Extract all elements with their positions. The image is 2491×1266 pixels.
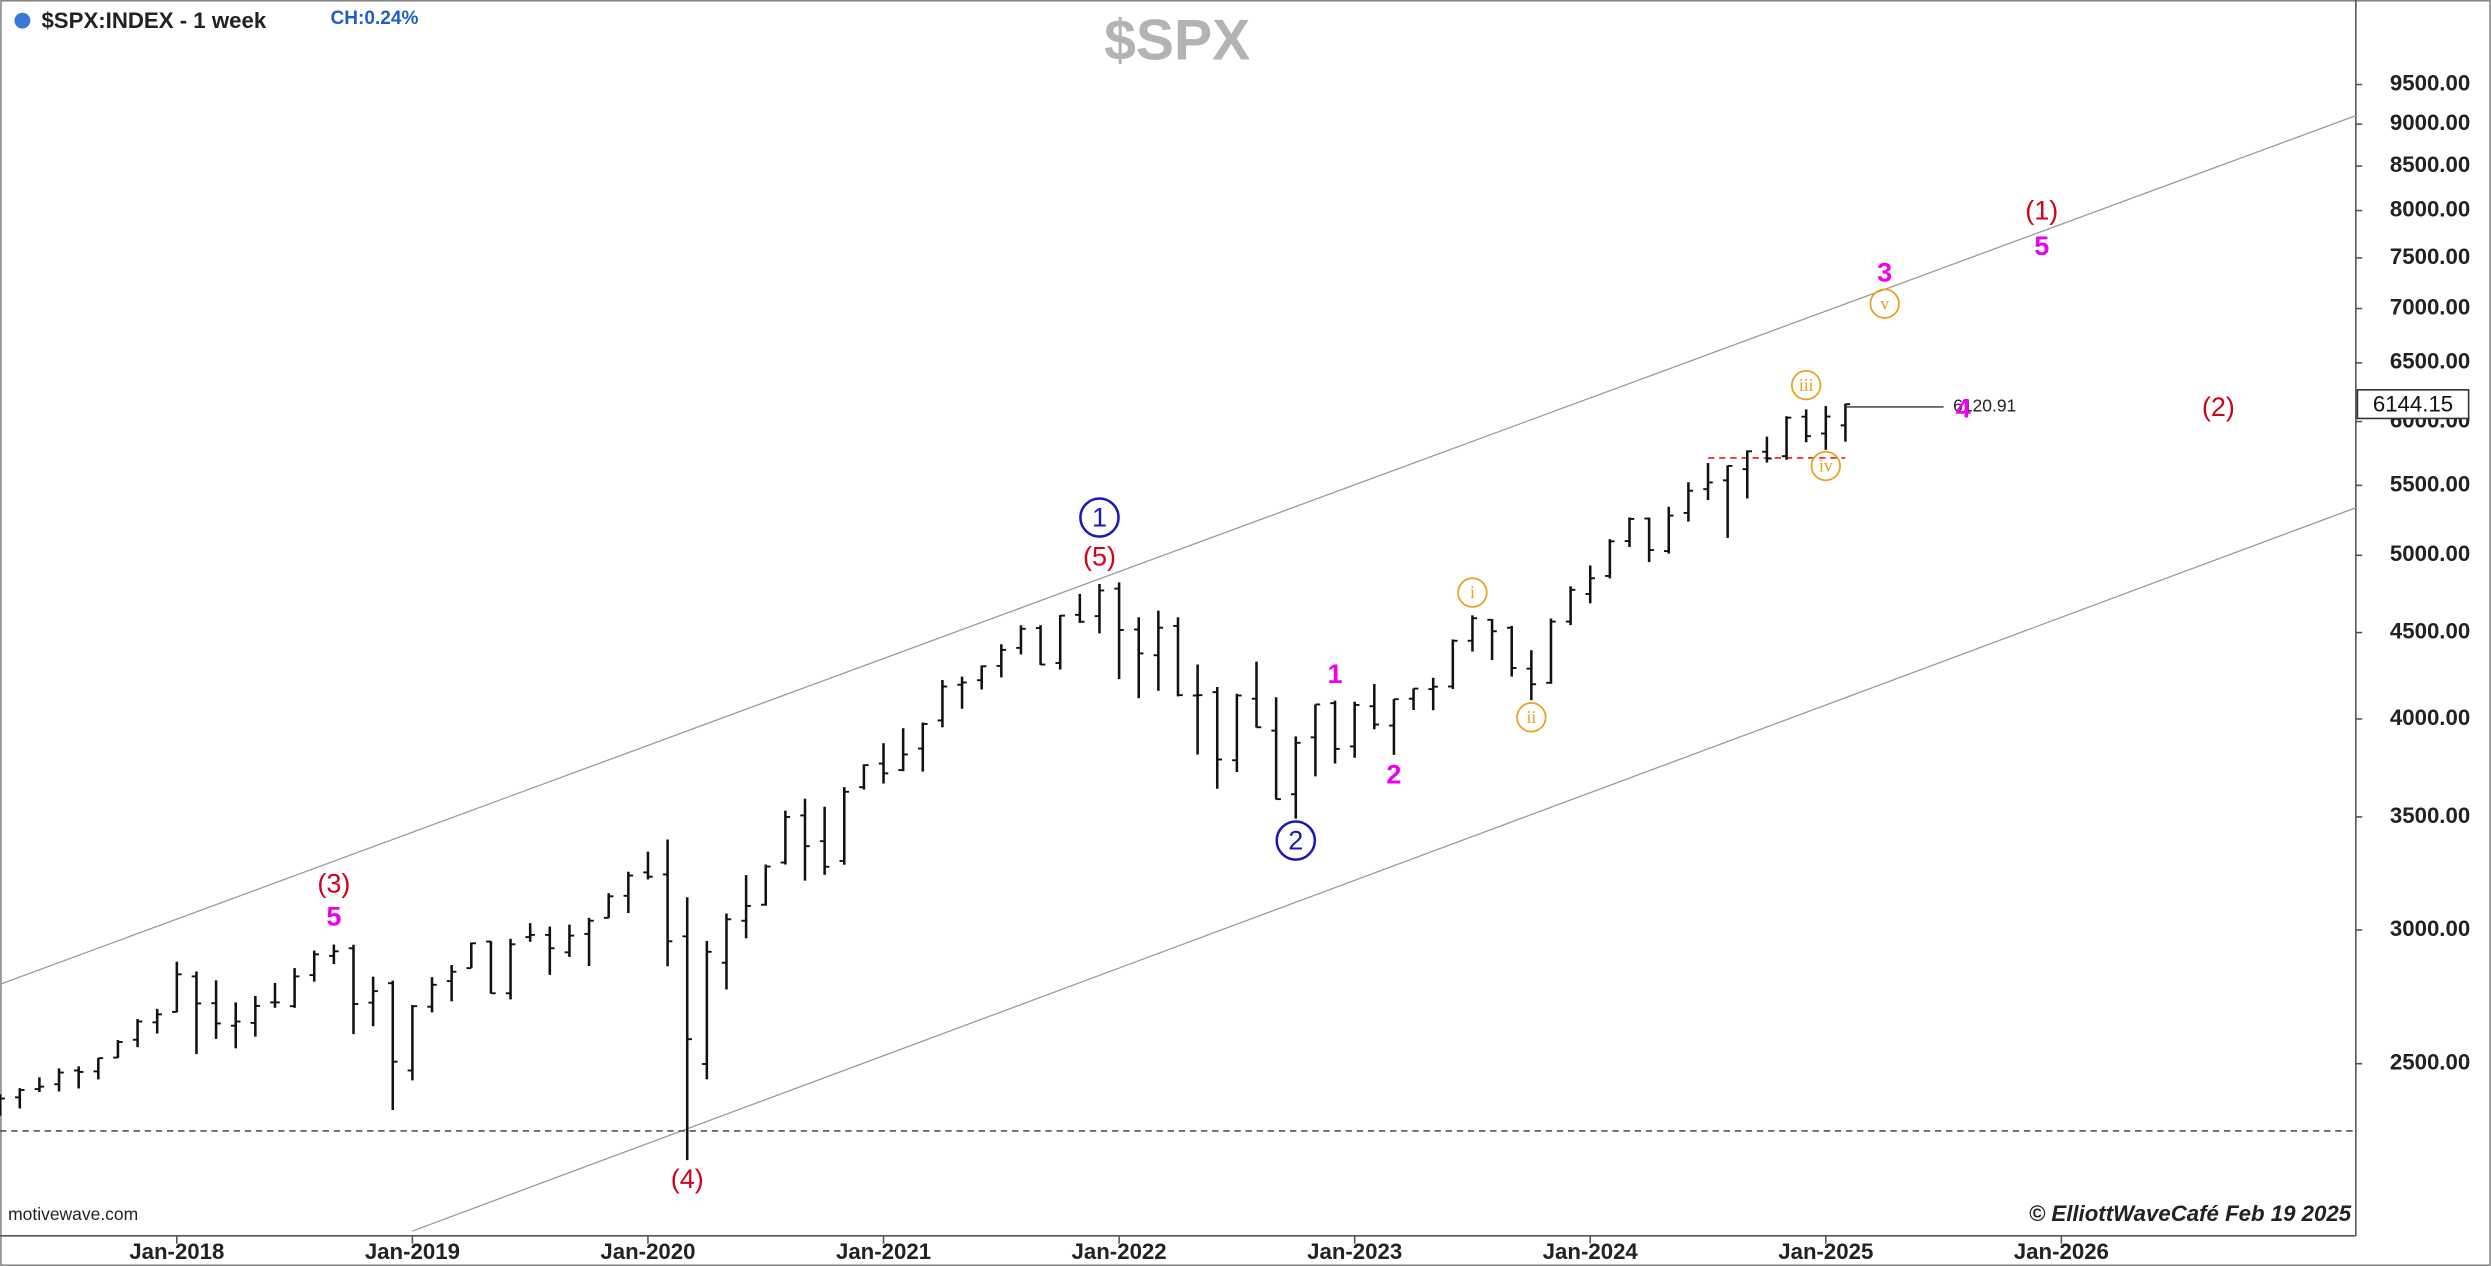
wave-circle xyxy=(1079,497,1120,538)
x-tick-label: Jan-2021 xyxy=(836,1239,931,1264)
source: motivewave.com xyxy=(8,1204,138,1224)
wave-label: ii xyxy=(1526,707,1536,727)
y-tick-label: 3500.00 xyxy=(2390,803,2470,828)
wave-label: 5 xyxy=(2034,231,2049,261)
wave-label: v xyxy=(1880,293,1889,313)
x-tick-label: Jan-2018 xyxy=(129,1239,224,1264)
y-tick-label: 8500.00 xyxy=(2390,152,2470,177)
wave-circle xyxy=(1810,450,1841,482)
wave-circle xyxy=(1791,370,1822,401)
wave-label: 5 xyxy=(326,902,341,932)
y-tick-label: 6500.00 xyxy=(2390,349,2470,374)
wave-label: (3) xyxy=(317,868,350,898)
wave-label: 3 xyxy=(1877,257,1892,287)
channel-line xyxy=(412,507,2357,1232)
wave-label: i xyxy=(1470,582,1475,602)
x-tick-label: Jan-2019 xyxy=(365,1239,460,1264)
y-tick-label: 8000.00 xyxy=(2390,196,2470,221)
wave-label: 1 xyxy=(1328,659,1343,689)
wave-circle xyxy=(1516,702,1547,733)
channel-line xyxy=(0,115,2357,985)
y-tick-label: 7500.00 xyxy=(2390,244,2470,269)
wave-label: 2 xyxy=(1386,759,1401,789)
x-tick-label: Jan-2020 xyxy=(600,1239,695,1264)
wave-label: 2 xyxy=(1288,825,1303,855)
wave-label: (2) xyxy=(2202,392,2235,422)
wave-label: iii xyxy=(1799,375,1814,395)
wave-label: (1) xyxy=(2025,195,2058,225)
credit: © ElliottWaveCafé Feb 19 2025 xyxy=(2029,1201,2352,1226)
change-label: CH:0.24% xyxy=(331,8,419,29)
last-price-label: 6144.15 xyxy=(2373,392,2453,417)
wave-circle xyxy=(1457,577,1488,608)
last-price-box xyxy=(2356,389,2470,420)
y-tick-label: 7000.00 xyxy=(2390,294,2470,319)
y-tick-label: 5500.00 xyxy=(2390,471,2470,496)
wave-label: (4) xyxy=(671,1164,704,1194)
price-line-label: 6120.91 xyxy=(1953,396,2016,416)
x-tick-label: Jan-2026 xyxy=(2014,1239,2109,1264)
y-tick-label: 4000.00 xyxy=(2390,705,2470,730)
x-tick-label: Jan-2025 xyxy=(1778,1239,1873,1264)
y-tick-label: 2500.00 xyxy=(2390,1050,2470,1075)
y-tick-label: 4500.00 xyxy=(2390,618,2470,643)
wave-circle xyxy=(1275,820,1317,861)
chart-title: $SPX xyxy=(1104,9,1250,73)
x-tick-label: Jan-2024 xyxy=(1543,1239,1639,1264)
x-tick-label: Jan-2023 xyxy=(1307,1239,1402,1264)
symbol-label: $SPX:INDEX - 1 week xyxy=(41,8,266,33)
x-tick-label: Jan-2022 xyxy=(1072,1239,1167,1264)
y-tick-label: 9000.00 xyxy=(2390,110,2470,135)
wave-label: 1 xyxy=(1092,502,1107,532)
y-tick-label: 5000.00 xyxy=(2390,541,2470,566)
wave-circle xyxy=(1869,288,1900,319)
wave-label: iv xyxy=(1819,456,1833,476)
y-tick-label: 3000.00 xyxy=(2390,916,2470,941)
wave-label: 4 xyxy=(1956,393,1971,423)
wave-label: (5) xyxy=(1083,541,1116,571)
y-tick-label: 9500.00 xyxy=(2390,70,2470,95)
status-dot xyxy=(14,12,31,29)
